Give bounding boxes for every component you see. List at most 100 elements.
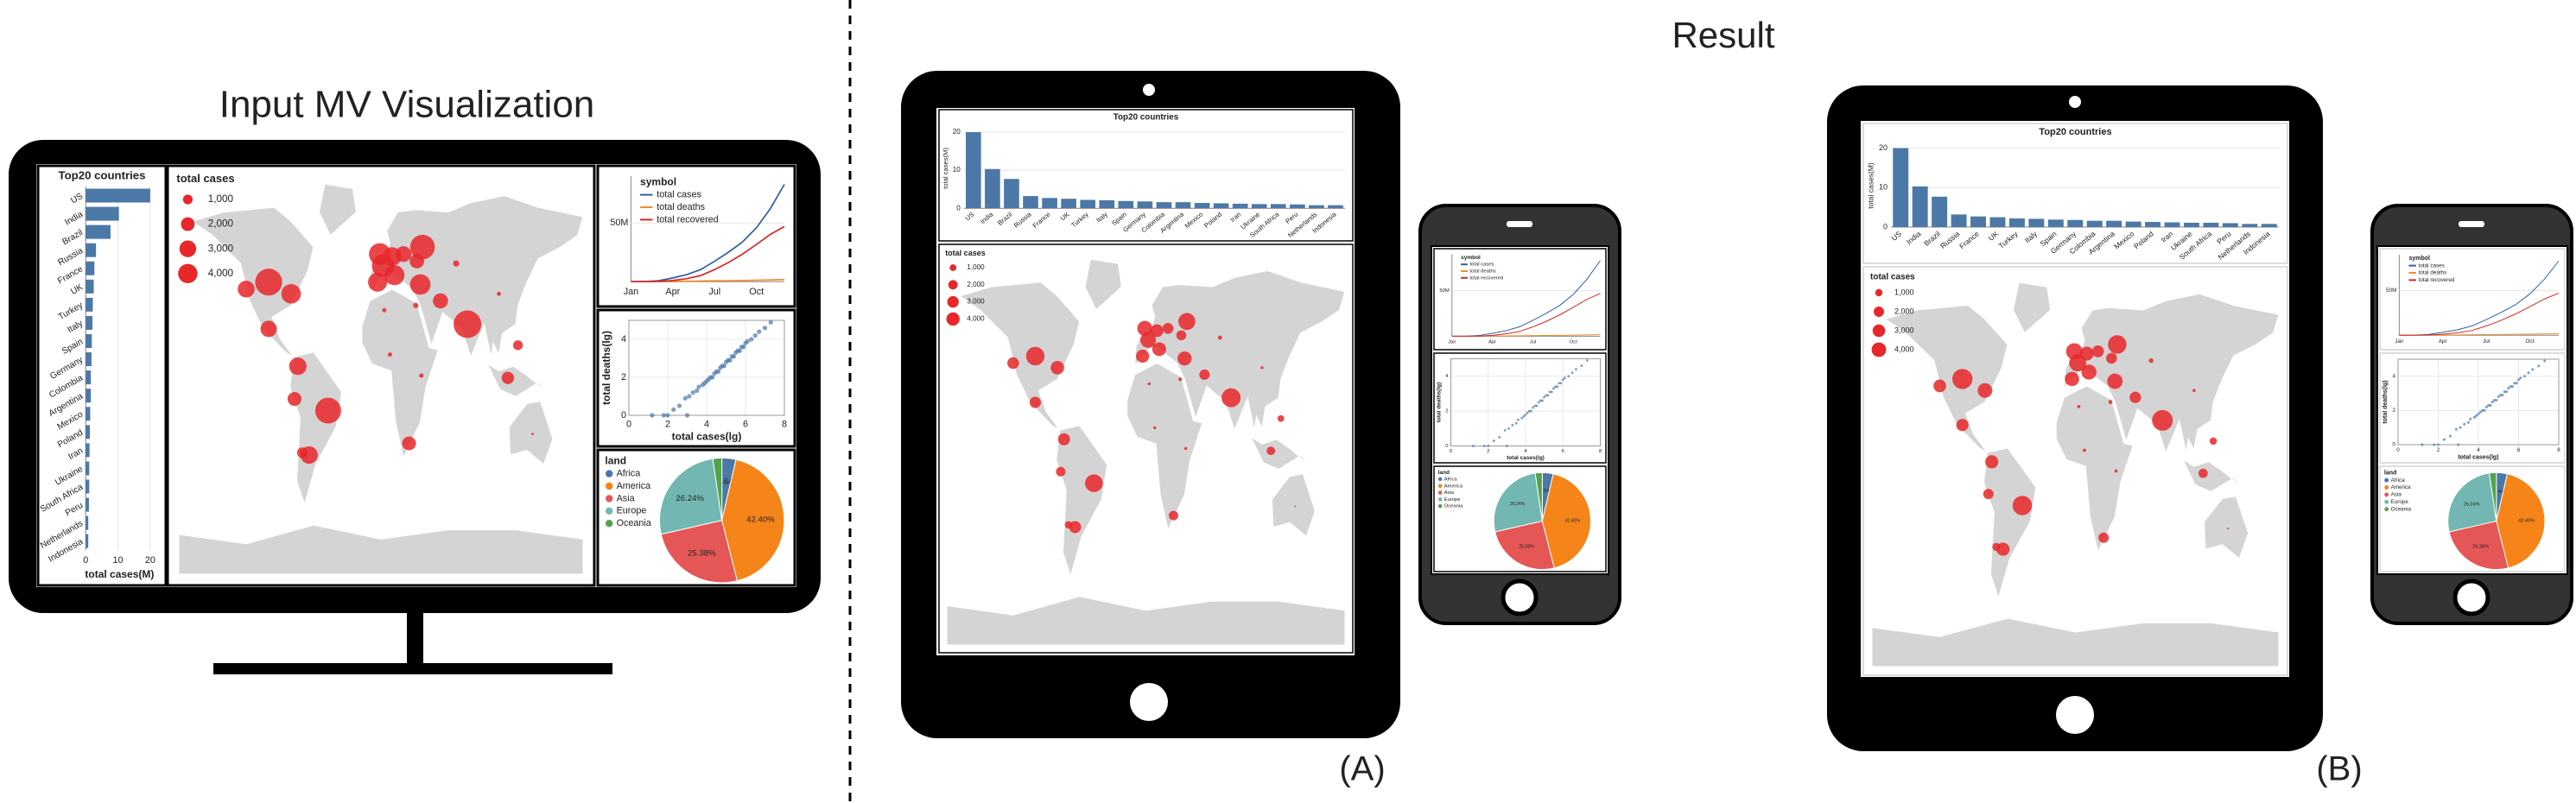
bar: [1232, 203, 1248, 209]
point: [2481, 408, 2484, 412]
case-bubble: [1983, 489, 1994, 500]
point: [2469, 417, 2472, 420]
bar: [86, 425, 91, 439]
bar: [2028, 218, 2045, 227]
monitor-base: [213, 663, 612, 674]
pie-slice: [1541, 473, 1591, 569]
case-bubble: [1136, 349, 1150, 364]
point: [1498, 435, 1501, 439]
point: [676, 403, 682, 408]
case-bubble: [2227, 528, 2230, 530]
bar: [1061, 199, 1076, 209]
legend-label: total deaths: [2419, 270, 2447, 276]
bar: [2047, 219, 2064, 227]
bar: [86, 297, 93, 312]
legend-bubble: [1874, 307, 1884, 317]
x-tick-label: 2: [2437, 447, 2440, 453]
land-shape: [1271, 473, 1316, 538]
legend-label: total cases: [1470, 262, 1494, 268]
bar: [86, 315, 93, 330]
panel: [1433, 248, 1607, 351]
x-tick-label: 6: [1562, 449, 1564, 454]
case-bubble: [1178, 377, 1183, 382]
legend-label: 4,000: [1894, 345, 1914, 353]
plot-frame: [2397, 358, 2560, 446]
case-bubble: [2152, 409, 2173, 431]
case-bubble: [2148, 357, 2154, 364]
case-bubble: [369, 243, 391, 265]
case-bubble: [1217, 335, 1222, 340]
case-bubble: [1956, 419, 1969, 432]
legend-title: total cases: [1870, 273, 1915, 282]
case-bubble: [1178, 313, 1196, 331]
series-line: [631, 225, 785, 283]
case-bubble: [1260, 366, 1264, 370]
case-bubble: [2108, 400, 2113, 404]
bar: [86, 279, 94, 294]
point: [1535, 404, 1539, 408]
case-bubble: [1029, 396, 1041, 408]
pie-slice: [2489, 471, 2497, 522]
land-shape: [2204, 496, 2249, 560]
case-bubble: [1169, 510, 1179, 521]
chart-title: Top20 countries: [59, 168, 146, 181]
y-tick-label: 0: [621, 410, 626, 420]
legend-label: 4,000: [208, 268, 234, 279]
point: [2522, 375, 2527, 378]
case-bubble: [2114, 469, 2118, 473]
point: [2510, 385, 2515, 389]
point: [1503, 428, 1507, 432]
x-tick-label: 0: [626, 420, 631, 430]
x-tick-label: Oct: [2526, 338, 2535, 345]
legend-bubble: [1872, 324, 1886, 338]
point: [768, 319, 773, 325]
legend-label: Europe: [2391, 499, 2409, 505]
legend-label: 4,000: [967, 315, 985, 323]
legend-label: total recovered: [657, 214, 718, 224]
y-tick-label: 10: [1879, 183, 1888, 192]
point: [1507, 427, 1510, 430]
point: [2459, 426, 2462, 429]
bar: [86, 243, 97, 257]
axis-title: total deaths(lg): [600, 331, 612, 405]
case-bubble: [2012, 496, 2033, 515]
point: [757, 329, 762, 334]
case-bubble: [384, 265, 405, 286]
case-bubble: [2209, 437, 2218, 446]
point: [696, 384, 701, 389]
point: [745, 338, 750, 344]
camera: [1143, 84, 1155, 96]
x-tick-label: 4: [1524, 449, 1527, 454]
point: [2537, 364, 2541, 368]
case-bubble: [287, 392, 301, 407]
case-bubble: [2108, 335, 2127, 354]
legend-bubble: [181, 217, 195, 231]
point: [1514, 421, 1518, 425]
panel: [1433, 352, 1607, 464]
legend-label: 3,000: [967, 298, 985, 306]
legend-title: land: [2384, 471, 2396, 477]
y-tick-label: 4: [2392, 373, 2395, 379]
land-shape: [361, 288, 439, 459]
bar: [86, 443, 90, 458]
case-bubble: [2081, 364, 2097, 380]
point: [2505, 390, 2509, 394]
case-bubble: [1992, 542, 2001, 552]
point: [1550, 390, 1553, 394]
x-tick-label: 6: [743, 420, 748, 430]
land-shape: [318, 183, 357, 237]
bar: [2106, 220, 2122, 227]
axis-title: total cases(lg): [2458, 455, 2498, 461]
point: [1526, 411, 1529, 414]
legend-bubble: [1871, 342, 1887, 357]
legend-swatch: [2384, 507, 2389, 512]
bar: [1023, 196, 1038, 209]
bar: [1328, 205, 1343, 209]
case-bubble: [2198, 468, 2208, 478]
point: [2454, 427, 2458, 431]
legend-bubble: [949, 264, 957, 271]
x-tick-label: Jul: [708, 287, 720, 297]
home-button: [2056, 696, 2094, 734]
pie-slice: [660, 520, 739, 584]
